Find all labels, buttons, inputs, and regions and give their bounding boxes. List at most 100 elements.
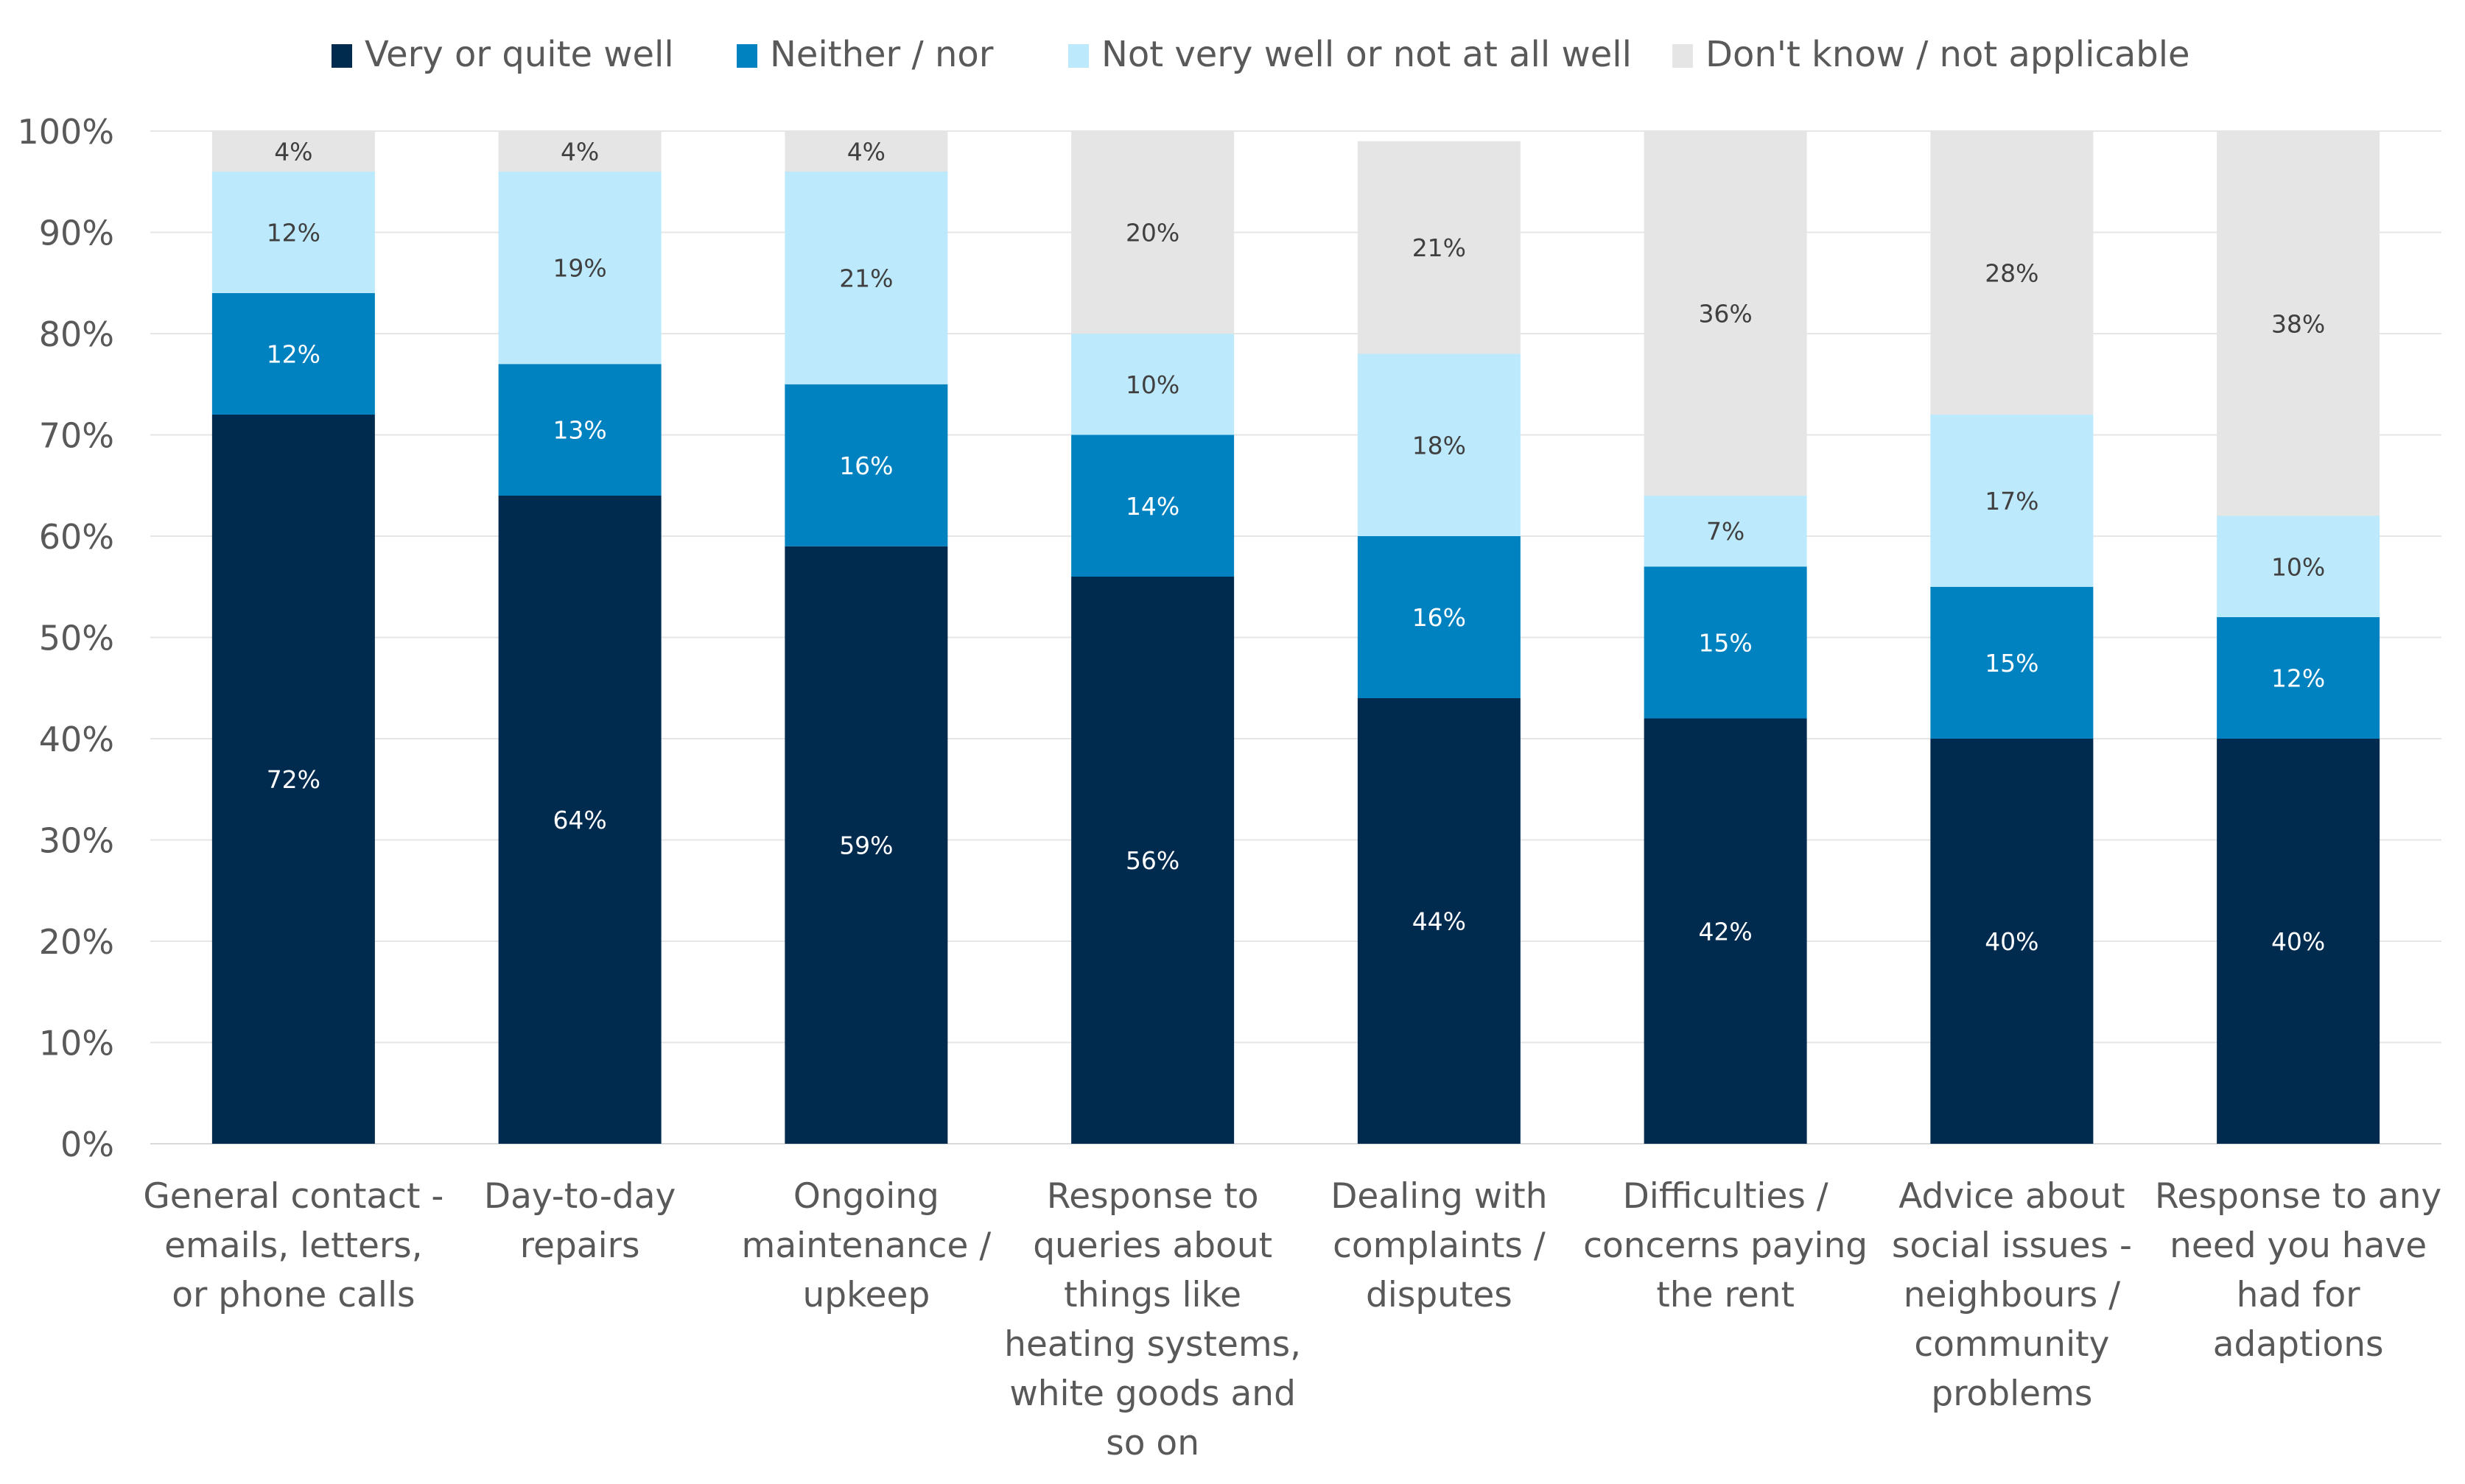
y-tick-label: 20%: [39, 922, 114, 962]
data-label: 56%: [1126, 846, 1179, 875]
data-label: 12%: [267, 340, 320, 369]
x-category-label-line: problems: [1931, 1374, 2092, 1414]
x-category-label: General contact - emails, letters, or phon…: [143, 1176, 443, 1315]
x-category-label-line: disputes: [1366, 1275, 1512, 1315]
y-tick-label: 50%: [39, 619, 114, 658]
x-category-label-line: complaints /: [1333, 1225, 1546, 1266]
legend-label: Very or quite well: [365, 34, 674, 75]
data-label: 4%: [274, 138, 312, 166]
x-category-label-line: social issues -: [1892, 1225, 2132, 1266]
x-category-label-line: upkeep: [802, 1275, 930, 1315]
bar-segment: [1071, 577, 1235, 1144]
y-axis: 0% 10% 20% 30% 40% 50% 60% 70% 80% 90% 100%: [17, 112, 114, 1164]
bar-segment: [785, 384, 948, 546]
y-tick-label: 70%: [39, 416, 114, 456]
x-category-label-line: had for: [2237, 1275, 2361, 1315]
x-category-label-line: Day-to-day: [484, 1176, 676, 1217]
x-category-label: Advice about social issues - neighbours / c…: [1892, 1176, 2132, 1414]
bar-segment: [2217, 739, 2380, 1144]
bar-segment: [211, 172, 375, 293]
x-category-label: Ongoing maintenance / upkeep: [742, 1176, 992, 1315]
bar-segment: [1071, 334, 1235, 435]
data-label: 18%: [1412, 431, 1466, 460]
bar-segment: [498, 496, 662, 1144]
x-category-label-line: community: [1914, 1324, 2109, 1365]
data-label: 21%: [839, 264, 893, 292]
x-category-label-line: Advice about: [1898, 1176, 2125, 1217]
data-label: 28%: [1985, 259, 2038, 288]
bar-segment: [785, 546, 948, 1144]
bar-segment: [211, 415, 375, 1144]
x-category-label: Dealing with complaints / disputes: [1330, 1176, 1547, 1315]
x-category-label-line: heating systems,: [1004, 1324, 1301, 1365]
x-category-label-line: emails, letters,: [164, 1225, 422, 1266]
bar-segment: [1357, 141, 1521, 354]
data-label: 40%: [2271, 927, 2325, 956]
legend-label: Don't know / not applicable: [1705, 34, 2190, 75]
data-label: 16%: [1412, 603, 1466, 632]
y-tick-label: 60%: [39, 517, 114, 557]
x-category-label-line: Response to any: [2155, 1176, 2441, 1217]
data-label: 64%: [553, 806, 606, 834]
bar-segment: [1071, 435, 1235, 577]
x-category-label-line: Dealing with: [1330, 1176, 1547, 1217]
x-category-label-line: white goods and: [1009, 1374, 1296, 1414]
bar-segment: [1357, 698, 1521, 1144]
x-category-label-line: maintenance /: [742, 1225, 992, 1266]
x-category-label: Day-to-day repairs: [484, 1176, 676, 1266]
data-label: 4%: [847, 138, 886, 166]
bar-segment: [1357, 536, 1521, 698]
data-label: 14%: [1126, 492, 1179, 521]
y-tick-label: 100%: [17, 112, 114, 152]
x-category-label-line: adaptions: [2213, 1324, 2384, 1365]
data-label: 20%: [1126, 219, 1179, 247]
x-category-label: Response to any need you have had for adapt…: [2155, 1176, 2441, 1365]
bar-segment: [498, 131, 662, 172]
data-label: 7%: [1706, 517, 1745, 546]
y-tick-label: 30%: [39, 821, 114, 861]
x-category-label-line: concerns paying: [1583, 1225, 1868, 1266]
x-category-label-line: Ongoing: [793, 1176, 939, 1217]
data-label: 13%: [553, 416, 606, 445]
bar-segment: [211, 293, 375, 415]
data-label: 4%: [561, 138, 599, 166]
data-label: 40%: [1985, 927, 2038, 956]
data-label: 17%: [1985, 487, 2038, 516]
legend: Very or quite well Neither / nor Not very …: [332, 34, 2190, 75]
x-category-label: Response to queries about things like heati…: [1004, 1176, 1301, 1463]
data-label: 10%: [2271, 552, 2325, 581]
x-category-label-line: things like: [1064, 1275, 1241, 1315]
y-tick-label: 10%: [39, 1024, 114, 1063]
x-category-label-line: neighbours /: [1904, 1275, 2121, 1315]
bar-segment: [498, 364, 662, 496]
legend-swatch: [737, 44, 757, 68]
data-label: 44%: [1412, 907, 1466, 936]
data-label: 72%: [267, 765, 320, 794]
x-category-label-line: queries about: [1033, 1225, 1272, 1266]
bar-segment: [1644, 496, 1807, 567]
data-label: 15%: [1698, 628, 1752, 657]
bar-segment: [1644, 131, 1807, 496]
bar-segment: [1071, 131, 1235, 334]
legend-swatch: [1068, 44, 1089, 68]
bar-segment: [498, 172, 662, 365]
x-category-label-line: need you have: [2170, 1225, 2427, 1266]
data-label: 12%: [2271, 664, 2325, 693]
x-category-label: Difficulties / concerns paying the rent: [1583, 1176, 1868, 1315]
x-category-label-line: so on: [1106, 1423, 1199, 1463]
y-tick-label: 0%: [60, 1125, 114, 1164]
legend-label: Neither / nor: [770, 34, 994, 75]
bar-segment: [1357, 354, 1521, 536]
data-label: 38%: [2271, 309, 2325, 338]
bars: 72% 12% 12% 4% 64% 13% 19% 4% 59% 16% 21% 4% 56% 14% 1…: [211, 131, 2380, 1144]
legend-swatch: [332, 44, 352, 68]
legend-label: Not very well or not at all well: [1101, 34, 1632, 75]
y-tick-label: 90%: [39, 214, 114, 253]
data-label: 16%: [839, 451, 893, 480]
bar-segment: [1930, 739, 2094, 1144]
x-category-label-line: Difficulties /: [1623, 1176, 1828, 1217]
bar-segment: [211, 131, 375, 172]
bar-segment: [785, 131, 948, 172]
y-tick-label: 40%: [39, 720, 114, 759]
